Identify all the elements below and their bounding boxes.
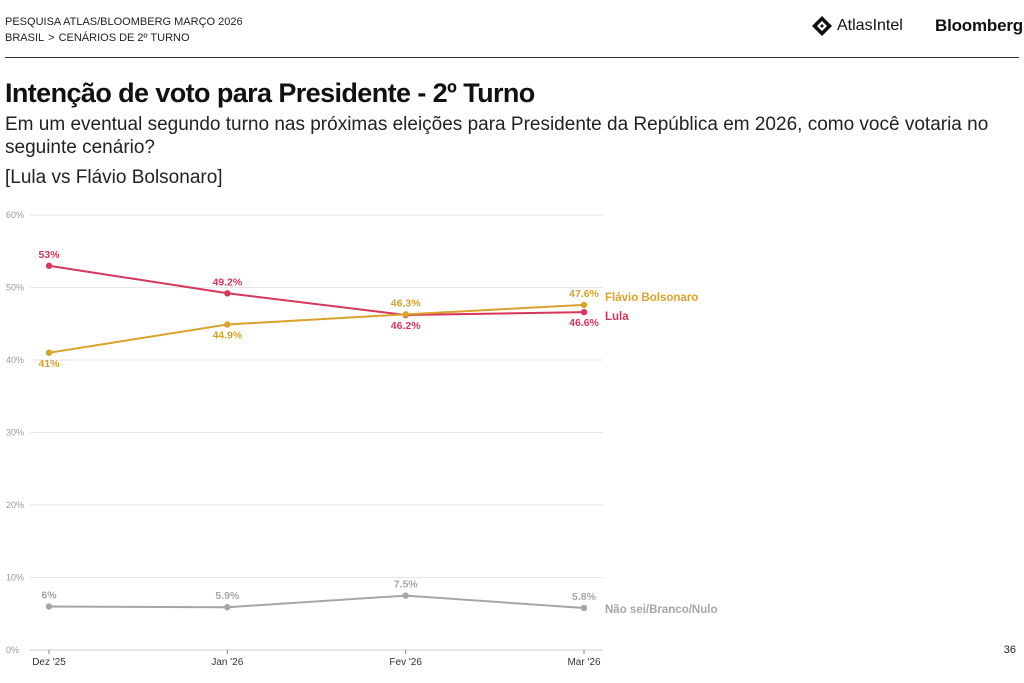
- data-label: 6%: [41, 590, 57, 602]
- atlasintel-wordmark: AtlasIntel: [837, 17, 903, 34]
- data-point: [402, 592, 409, 599]
- series-label: Flávio Bolsonaro: [605, 292, 698, 304]
- page-number: 36: [1003, 644, 1016, 656]
- bloomberg-logo: Bloomberg: [935, 16, 1023, 35]
- series-label: Lula: [605, 311, 629, 323]
- y-tick-label: 20%: [6, 500, 24, 510]
- data-point: [580, 301, 588, 309]
- breadcrumb: BRASIL > CENÁRIOS DE 2º TURNO: [5, 30, 243, 46]
- data-label: 7.5%: [394, 579, 419, 591]
- scenario-label: [Lula vs Flávio Bolsonaro]: [5, 167, 223, 188]
- line-chart: 0% 10% 20% 30% 40% 50% 60% Dez '25 Jan '26 Fev '2…: [6, 210, 717, 668]
- data-point: [580, 308, 588, 316]
- series-label: Não sei/Branco/Nulo: [605, 604, 717, 616]
- x-tick-label: Fev '26: [389, 657, 422, 668]
- y-tick-label: 50%: [6, 283, 24, 293]
- data-label: 49.2%: [212, 276, 242, 288]
- data-point: [580, 604, 588, 612]
- y-tick-label: 40%: [6, 355, 24, 365]
- data-point: [224, 290, 231, 297]
- data-point: [45, 603, 53, 610]
- breadcrumb-separator: >: [48, 32, 55, 44]
- series-line: [48, 264, 585, 317]
- data-label: 46.2%: [391, 320, 421, 332]
- header-divider: [5, 57, 1019, 58]
- data-point: [224, 604, 231, 611]
- series-line: [48, 303, 585, 354]
- series-line: [48, 594, 585, 609]
- data-label: 46.6%: [569, 317, 599, 329]
- breadcrumb-item-country[interactable]: BRASIL: [5, 32, 45, 44]
- data-point: [402, 311, 409, 318]
- data-point: [45, 262, 53, 269]
- data-label: 47.6%: [569, 288, 599, 300]
- survey-label: PESQUISA ATLAS/BLOOMBERG MARÇO 2026: [5, 16, 243, 28]
- breadcrumb-item-scenarios[interactable]: CENÁRIOS DE 2º TURNO: [58, 32, 190, 44]
- header-meta: PESQUISA ATLAS/BLOOMBERG MARÇO 2026 BRAS…: [5, 14, 243, 46]
- data-label: 5.9%: [215, 590, 240, 602]
- page-title: Intenção de voto para Presidente - 2º Tu…: [5, 78, 535, 108]
- data-label: 44.9%: [212, 329, 242, 341]
- data-label: 46.3%: [391, 297, 421, 309]
- x-tick-label: Dez '25: [32, 657, 66, 668]
- data-label: 5.8%: [572, 591, 597, 603]
- x-tick-label: Jan '26: [211, 657, 243, 668]
- data-point: [224, 321, 231, 328]
- y-tick-label: 60%: [6, 210, 24, 220]
- x-tick-label: Mar '26: [567, 657, 600, 668]
- data-label: 41%: [38, 358, 60, 370]
- atlas-diamond-icon: [812, 16, 832, 36]
- question-text: Em um eventual segundo turno nas próxima…: [5, 114, 989, 158]
- y-tick-label: 10%: [6, 573, 24, 583]
- y-tick-label: 30%: [6, 428, 24, 438]
- data-label: 53%: [38, 249, 60, 261]
- data-point: [45, 349, 53, 356]
- y-tick-label: 0%: [6, 645, 19, 655]
- atlasintel-logo: AtlasIntel: [812, 16, 903, 36]
